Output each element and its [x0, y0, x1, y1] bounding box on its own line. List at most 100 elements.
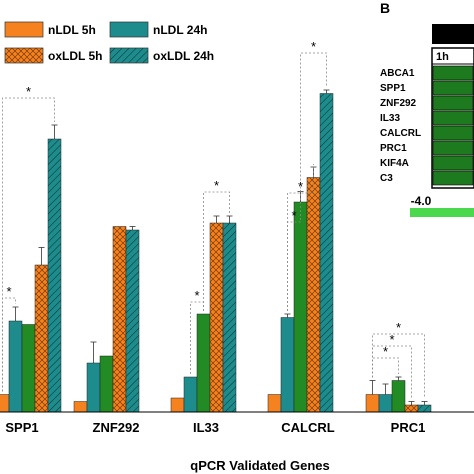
bar-znf292-oxldl-5h [112, 226, 127, 413]
significance-star: * [6, 284, 11, 299]
significance-bracket: * [372, 332, 412, 399]
heatmap-cell-prc1 [432, 140, 474, 156]
legend-swatch-oxldl-24h [109, 47, 149, 64]
heatmap-cell-calcrl [432, 125, 474, 141]
error-bar-prc1-oxldl-5h [408, 401, 415, 405]
significance-star: * [214, 178, 219, 193]
heatmap-scale-min-label: -4.0 [411, 194, 432, 208]
legend-swatch-nldl-5h [4, 21, 44, 38]
heatmap-gene-il33: IL33 [380, 113, 400, 124]
heatmap-cells [432, 65, 474, 186]
bar-znf292-extra [99, 355, 114, 413]
bar-spp1-nldl-5h [0, 394, 10, 413]
heatmap-gene-kif4a: KIF4A [380, 158, 409, 169]
panel-b-grid-frame [431, 47, 474, 189]
bar-il33-nldl-24h [183, 376, 198, 413]
bar-prc1-oxldl-24h [417, 404, 432, 413]
error-bar-prc1-nldl-5h [369, 380, 376, 395]
significance-star: * [389, 332, 394, 347]
error-bar-il33-oxldl-5h [213, 215, 220, 223]
panel-b-column-label: 1h [436, 51, 449, 63]
bar-prc1-extra [391, 380, 406, 413]
bar-calcrl-oxldl-5h [306, 177, 321, 413]
bar-znf292-nldl-24h [86, 362, 101, 413]
significance-star: * [311, 39, 316, 54]
legend-label-nldl-5h: nLDL 5h [48, 23, 96, 37]
x-tick-label-calcrl: CALCRL [281, 420, 334, 435]
bar-znf292-oxldl-24h [125, 229, 140, 413]
bar-prc1-nldl-5h [365, 394, 380, 413]
panel-b-gene-labels: ABCA1 SPP1 ZNF292 IL33 CALCRL PRC1 KIF4A… [380, 68, 421, 184]
x-axis-title: qPCR Validated Genes [190, 458, 329, 473]
bar-il33-oxldl-24h [222, 222, 237, 413]
significance-bracket: * [2, 284, 16, 392]
heatmap-gene-calcrl: CALCRL [380, 128, 421, 139]
bar-calcrl-extra [293, 201, 308, 413]
x-tick-labels: SPP1 ZNF292 IL33 CALCRL PRC1 [5, 420, 425, 435]
bar-calcrl-nldl-5h [267, 394, 282, 413]
significance-bracket: * [287, 188, 301, 311]
legend-label-nldl-24h: nLDL 24h [153, 23, 207, 37]
heatmap-gene-abca1: ABCA1 [380, 68, 415, 79]
bar-spp1-extra [21, 324, 36, 413]
bar-spp1-nldl-24h [8, 320, 23, 413]
bar-il33-oxldl-5h [209, 222, 224, 413]
heatmap-cell-il33 [432, 110, 474, 126]
error-bar-calcrl-oxldl-24h [323, 89, 330, 94]
heatmap-cell-abca1 [432, 65, 474, 81]
significance-bracket: * [372, 344, 399, 378]
bar-il33-extra [196, 313, 211, 413]
bar-calcrl-nldl-24h [280, 317, 295, 413]
legend-swatch-nldl-24h [109, 21, 149, 38]
bar-znf292-nldl-5h [73, 401, 88, 413]
significance-star: * [396, 320, 401, 335]
heatmap-cell-znf292 [432, 95, 474, 111]
panel-b-header-bar [432, 24, 474, 44]
significance-star: * [383, 344, 388, 359]
significance-bracket: * [300, 39, 327, 189]
bar-prc1-nldl-24h [378, 394, 393, 413]
legend-swatch-oxldl-5h [4, 47, 44, 64]
error-bar-spp1-nldl-24h [12, 306, 19, 321]
error-bar-prc1-extra [395, 376, 402, 381]
significance-bracket: * [203, 178, 230, 311]
heatmap-scale-bar [410, 208, 474, 217]
bar-il33-nldl-5h [170, 397, 185, 413]
error-bar-spp1-oxldl-24h [51, 124, 58, 139]
bar-group [0, 89, 432, 413]
bar-prc1-oxldl-5h [404, 404, 419, 413]
heatmap-cell-spp1 [432, 80, 474, 96]
significance-star: * [298, 179, 303, 194]
heatmap-gene-prc1: PRC1 [380, 143, 407, 154]
heatmap-cell-kif4a [432, 155, 474, 171]
error-bar-calcrl-nldl-24h [284, 313, 291, 318]
x-tick-label-prc1: PRC1 [391, 420, 426, 435]
legend: nLDL 5h nLDL 24h oxLDL 5h oxLDL 24h [4, 21, 214, 64]
bar-calcrl-oxldl-24h [319, 93, 334, 413]
error-bar-prc1-oxldl-24h [421, 401, 428, 405]
error-bar-spp1-oxldl-5h [38, 247, 45, 265]
error-bar-prc1-nldl-24h [382, 383, 389, 395]
panel-b: B 1h ABCA1 SPP1 ZNF292 IL33 CALCRL PRC1 … [380, 0, 474, 217]
legend-label-oxldl-24h: oxLDL 24h [153, 49, 214, 63]
bar-spp1-oxldl-24h [47, 138, 62, 413]
error-bar-znf292-nldl-24h [90, 341, 97, 363]
x-tick-label-znf292: ZNF292 [93, 420, 140, 435]
significance-star: * [291, 208, 296, 223]
significance-bracket: * [190, 288, 204, 374]
heatmap-gene-spp1: SPP1 [380, 83, 406, 94]
heatmap-cell-c3 [432, 170, 474, 186]
significance-annotations: ********** [2, 39, 425, 399]
significance-star: * [26, 84, 31, 99]
panel-b-label: B [380, 0, 390, 16]
significance-bracket: * [287, 164, 314, 311]
heatmap-gene-znf292: ZNF292 [380, 98, 417, 109]
bar-spp1-oxldl-5h [34, 264, 49, 413]
error-bar-il33-oxldl-24h [226, 215, 233, 223]
x-tick-label-spp1: SPP1 [5, 420, 38, 435]
error-bar-znf292-oxldl-24h [129, 226, 136, 230]
significance-star: * [194, 288, 199, 303]
legend-label-oxldl-5h: oxLDL 5h [48, 49, 102, 63]
x-tick-label-il33: IL33 [193, 420, 219, 435]
